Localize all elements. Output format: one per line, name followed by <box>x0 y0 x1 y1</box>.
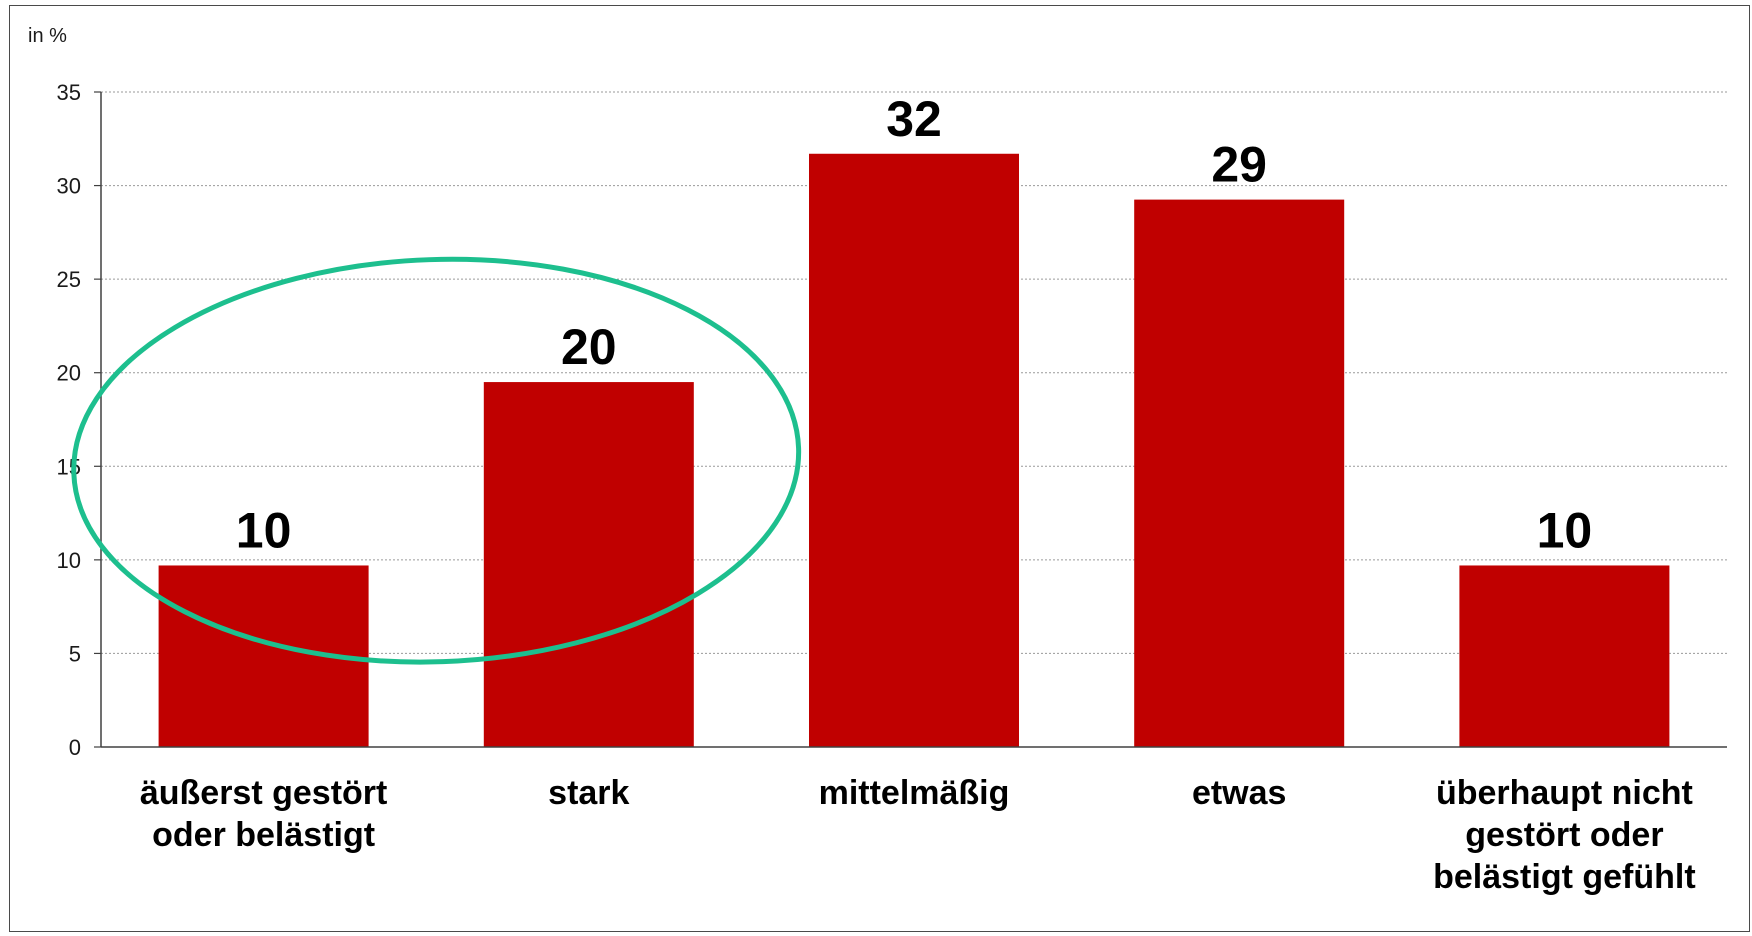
bars <box>158 153 1670 747</box>
y-tick-label: 5 <box>69 641 81 666</box>
category-label-line: belästigt gefühlt <box>1433 858 1696 896</box>
value-label: 10 <box>1537 502 1593 558</box>
category-label-line: äußerst gestört <box>140 774 388 812</box>
y-tick-label: 35 <box>57 80 81 105</box>
y-tick-label: 30 <box>57 174 81 199</box>
category-label-line: etwas <box>1192 774 1287 812</box>
highlight-ellipse <box>71 256 802 665</box>
y-tick-label: 25 <box>57 267 81 292</box>
category-label: mittelmäßig <box>819 774 1010 812</box>
category-label: etwas <box>1192 774 1287 812</box>
y-tick-label: 20 <box>57 361 81 386</box>
category-label-line: gestört oder <box>1465 816 1663 854</box>
category-labels: äußerst gestört oder belästigt stark mittel… <box>140 774 1696 896</box>
axes <box>100 92 1727 748</box>
category-label: äußerst gestört oder belästigt <box>140 774 388 854</box>
value-label: 10 <box>236 502 292 558</box>
category-label: überhaupt nicht gestört oder belästigt gef… <box>1433 774 1696 896</box>
category-label-line: mittelmäßig <box>819 774 1010 812</box>
chart-frame <box>9 5 1750 932</box>
category-label-line: stark <box>548 774 629 812</box>
y-axis-unit-label: in % <box>28 25 67 47</box>
category-label-line: oder belästigt <box>152 816 375 854</box>
y-tick-label: 10 <box>57 548 81 573</box>
category-label: stark <box>548 774 629 812</box>
y-tick-label: 15 <box>57 454 81 479</box>
value-label: 29 <box>1211 137 1267 193</box>
category-label-line: überhaupt nicht <box>1436 774 1693 812</box>
value-label: 32 <box>886 91 942 147</box>
value-label: 20 <box>561 319 617 375</box>
highlight-annotation <box>71 256 802 665</box>
bar <box>1459 565 1670 747</box>
bar <box>483 382 694 747</box>
y-tick-label: 0 <box>69 735 81 760</box>
bar <box>1134 199 1345 747</box>
y-tick-labels: 0 5 10 15 20 25 30 35 <box>57 80 81 760</box>
bar <box>809 153 1019 747</box>
value-labels: 10 20 32 29 10 <box>236 91 1592 559</box>
